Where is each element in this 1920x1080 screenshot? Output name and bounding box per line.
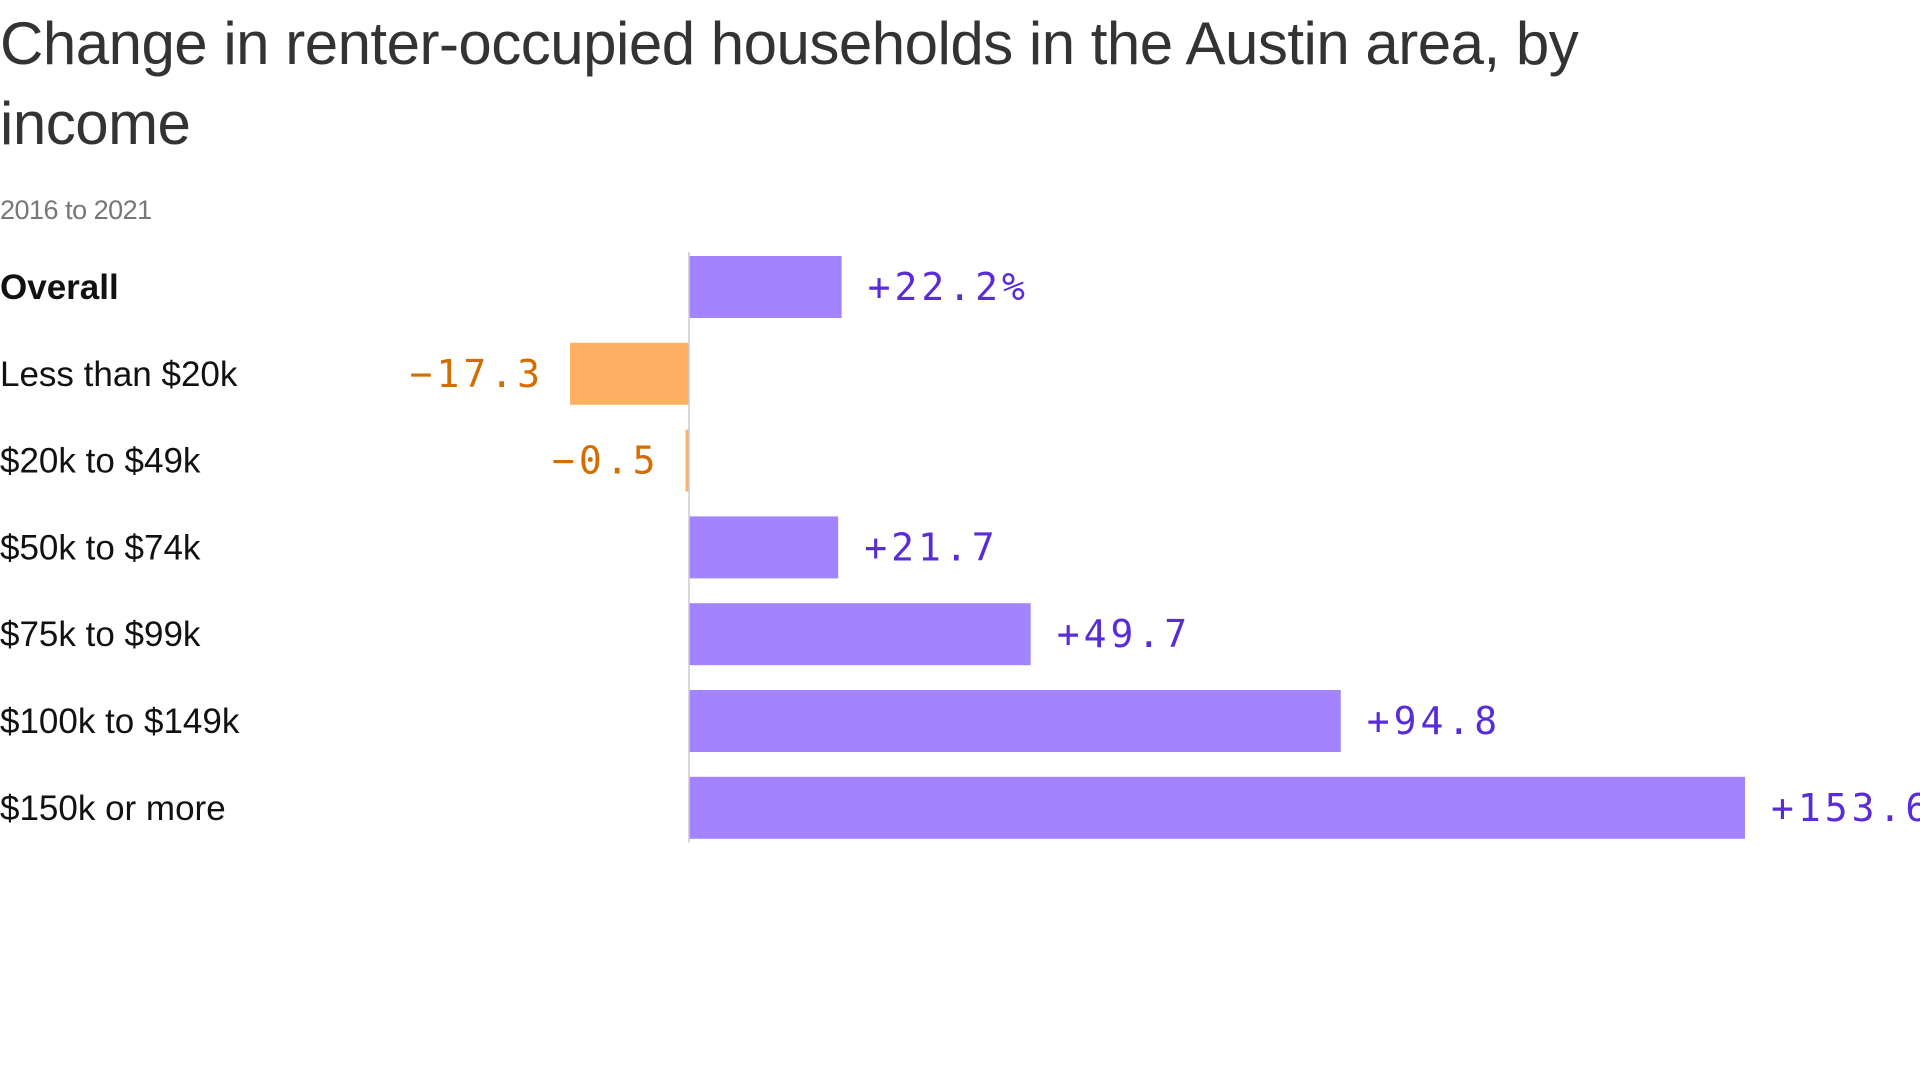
value-label-150k-or-more: +153.6	[1771, 786, 1920, 830]
value-label-50k-to-74k: +21.7	[864, 525, 998, 569]
category-label-less-than-20k: Less than $20k	[0, 355, 238, 394]
bar-overall	[689, 256, 842, 318]
category-label-75k-to-99k: $75k to $99k	[0, 615, 201, 654]
bar-50k-to-74k	[689, 516, 839, 579]
value-label-overall: +22.2%	[868, 265, 1029, 309]
value-label-less-than-20k: −17.3	[410, 352, 544, 396]
bars-layer	[570, 256, 1745, 839]
labels-layer: Overall +22.2% Less than $20k −17.3 $20k to …	[0, 265, 1920, 830]
bar-150k-or-more	[689, 776, 1745, 839]
bar-100k-to-149k	[689, 690, 1341, 752]
bar-20k-to-49k	[685, 429, 689, 492]
bar-75k-to-99k	[689, 603, 1031, 666]
value-label-75k-to-99k: +49.7	[1057, 612, 1191, 656]
value-label-100k-to-149k: +94.8	[1367, 699, 1501, 743]
category-label-150k-or-more: $150k or more	[0, 789, 226, 828]
bar-less-than-20k	[570, 342, 689, 405]
category-label-20k-to-49k: $20k to $49k	[0, 442, 201, 481]
chart-subtitle: 2016 to 2021	[0, 195, 152, 225]
value-label-20k-to-49k: −0.5	[552, 439, 660, 483]
category-label-50k-to-74k: $50k to $74k	[0, 528, 201, 567]
category-label-100k-to-149k: $100k to $149k	[0, 702, 240, 741]
category-label-overall: Overall	[0, 268, 119, 307]
chart-title: Change in renter-occupied households in …	[0, 10, 1579, 157]
